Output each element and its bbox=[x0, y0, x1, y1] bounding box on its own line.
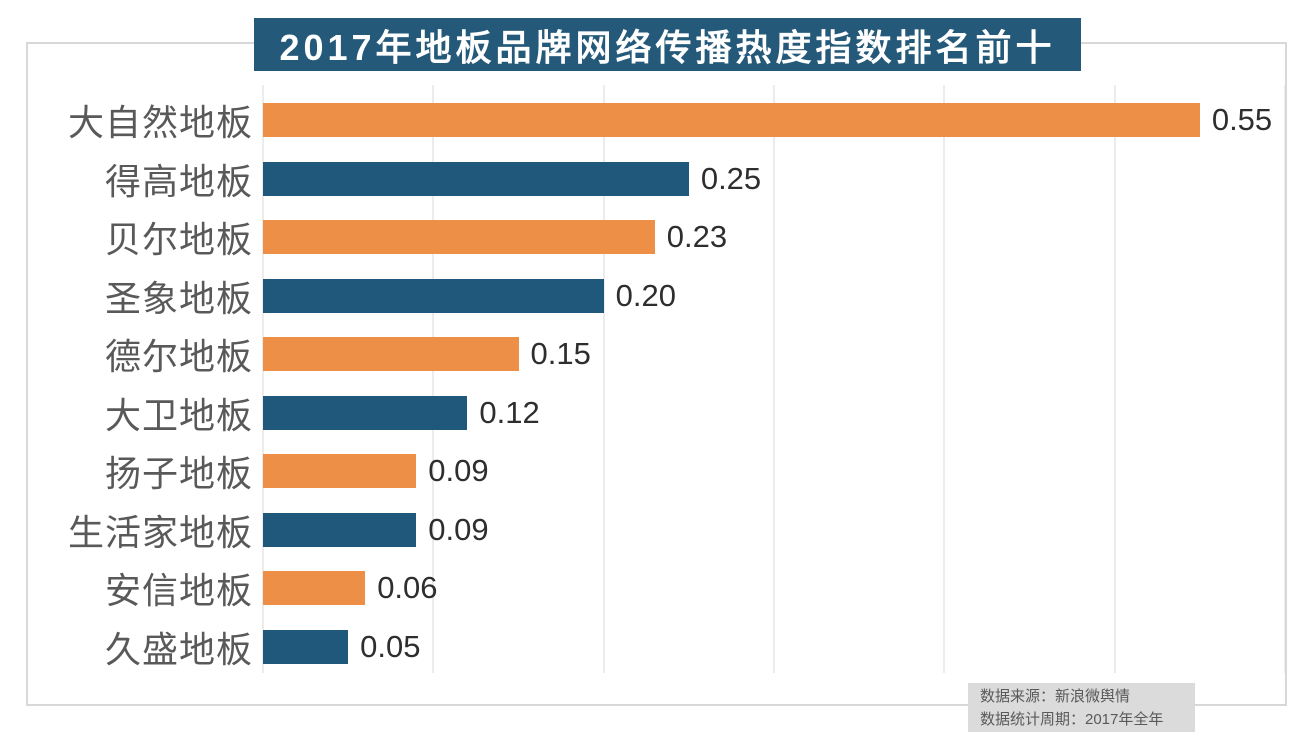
bar-track: 0.12 bbox=[263, 384, 1285, 443]
gridline bbox=[1284, 85, 1286, 673]
bar-row: 久盛地板 0.05 bbox=[28, 618, 1285, 677]
bar-track: 0.09 bbox=[263, 501, 1285, 560]
chart-frame bbox=[26, 42, 1287, 706]
bar bbox=[263, 278, 604, 313]
bar bbox=[263, 629, 349, 664]
value-label: 0.09 bbox=[428, 511, 489, 547]
source-line-origin: 数据来源：新浪微舆情 bbox=[980, 688, 1131, 705]
gridline bbox=[603, 85, 605, 673]
bar bbox=[263, 161, 689, 196]
value-label: 0.05 bbox=[360, 628, 421, 664]
bar-track: 0.23 bbox=[263, 208, 1285, 267]
category-label: 久盛地板 bbox=[104, 628, 253, 670]
category-label: 扬子地板 bbox=[104, 453, 253, 495]
category-label: 圣象地板 bbox=[104, 277, 253, 319]
bar bbox=[263, 337, 519, 372]
value-label: 0.55 bbox=[1211, 102, 1273, 138]
gridline bbox=[432, 85, 434, 673]
bar-track: 0.25 bbox=[263, 150, 1285, 209]
value-label: 0.20 bbox=[615, 277, 676, 313]
gridline bbox=[262, 85, 264, 673]
bar-row: 德尔地板 0.15 bbox=[28, 325, 1285, 384]
bar bbox=[263, 512, 417, 547]
bar-track: 0.55 bbox=[263, 91, 1285, 150]
bar bbox=[263, 395, 468, 430]
bar-row: 安信地板 0.06 bbox=[28, 559, 1285, 618]
source-line-period: 数据统计周期：2017年全年 bbox=[980, 711, 1164, 728]
gridlines bbox=[262, 85, 1286, 673]
bar bbox=[263, 571, 366, 606]
value-label: 0.06 bbox=[377, 570, 438, 606]
bar-track: 0.05 bbox=[263, 618, 1285, 677]
bar bbox=[263, 103, 1200, 138]
bar-row: 贝尔地板 0.23 bbox=[28, 208, 1285, 267]
gridline bbox=[1114, 85, 1116, 673]
gridline bbox=[773, 85, 775, 673]
bar bbox=[263, 220, 655, 255]
bar-track: 0.15 bbox=[263, 325, 1285, 384]
value-label: 0.23 bbox=[666, 219, 728, 255]
bar-row: 得高地板 0.25 bbox=[28, 150, 1285, 209]
category-label: 安信地板 bbox=[104, 570, 253, 612]
value-label: 0.12 bbox=[479, 394, 540, 430]
category-label: 贝尔地板 bbox=[104, 219, 253, 261]
category-label: 大自然地板 bbox=[67, 102, 253, 144]
value-label: 0.25 bbox=[700, 160, 762, 196]
bar-row: 大卫地板 0.12 bbox=[28, 384, 1285, 443]
bar-row: 圣象地板 0.20 bbox=[28, 267, 1285, 326]
category-label: 德尔地板 bbox=[104, 336, 253, 378]
bar bbox=[263, 454, 417, 489]
value-label: 0.15 bbox=[530, 336, 591, 372]
bar-row: 生活家地板 0.09 bbox=[28, 501, 1285, 560]
bar-track: 0.09 bbox=[263, 442, 1285, 501]
bar-rows: 大自然地板 0.55 得高地板 0.25 贝尔地板 0.23 圣象地板 0.20 德尔地板 0.1… bbox=[28, 91, 1285, 676]
chart-title: 2017年地板品牌网络传播热度指数排名前十 bbox=[279, 26, 1056, 68]
bar-row: 扬子地板 0.09 bbox=[28, 442, 1285, 501]
bar-track: 0.20 bbox=[263, 267, 1285, 326]
source-note: 数据来源：新浪微舆情 数据统计周期：2017年全年 bbox=[968, 683, 1195, 732]
bar-track: 0.06 bbox=[263, 559, 1285, 618]
category-label: 得高地板 bbox=[104, 160, 253, 202]
gridline bbox=[943, 85, 945, 673]
bar-row: 大自然地板 0.55 bbox=[28, 91, 1285, 150]
category-label: 生活家地板 bbox=[67, 511, 253, 553]
category-label: 大卫地板 bbox=[104, 394, 253, 436]
chart-title-banner: 2017年地板品牌网络传播热度指数排名前十 bbox=[254, 18, 1081, 71]
value-label: 0.09 bbox=[428, 453, 489, 489]
